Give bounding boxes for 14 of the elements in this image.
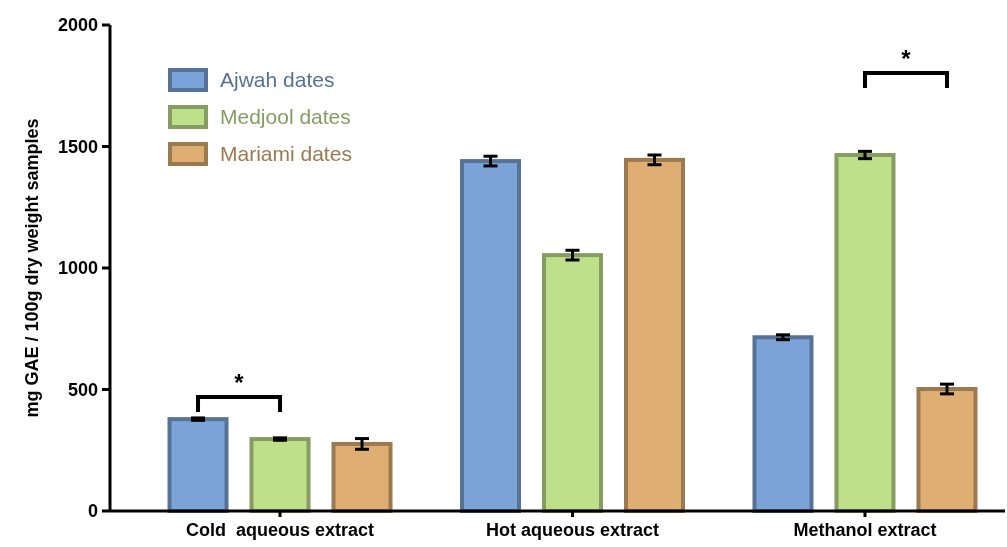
x-tick-label: Cold aqueous extract [185, 520, 375, 540]
y-axis-title: mg GAE / 100g dry weight samples [22, 118, 42, 418]
x-tick-label: Hot aqueous extract [485, 520, 660, 540]
y-tick-label: 0 [87, 501, 98, 522]
y-tick-label: 2000 [57, 15, 98, 36]
annotation: * [901, 45, 912, 72]
y-tick-label: 1000 [57, 258, 98, 279]
legend-label: Mariami dates [220, 142, 352, 166]
x-tick-label: Methanol extract [793, 520, 937, 540]
y-tick-label: 1500 [57, 136, 98, 157]
annotation: * [234, 369, 245, 396]
legend-label: Medjool dates [220, 105, 351, 129]
y-tick-label: 500 [67, 379, 98, 400]
legend-label: Ajwah dates [220, 68, 335, 92]
